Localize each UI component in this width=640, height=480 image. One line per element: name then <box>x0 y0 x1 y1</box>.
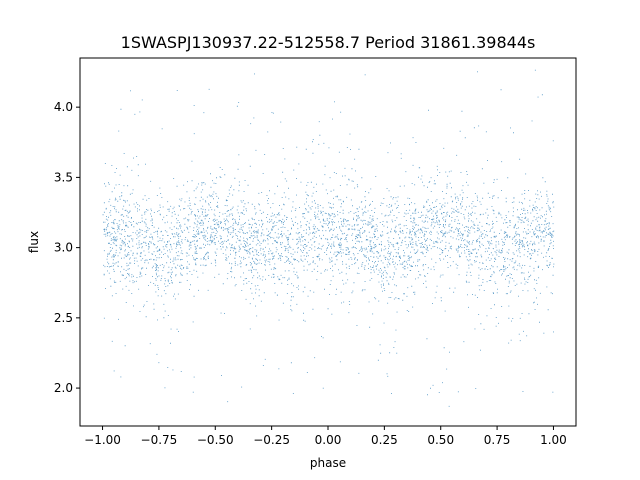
x-tick-label: 0.50 <box>427 433 454 447</box>
y-tick-label: 2.5 <box>54 311 73 325</box>
x-tick-label: −1.00 <box>84 433 121 447</box>
x-tick-label: −0.25 <box>253 433 290 447</box>
y-tick-label: 2.0 <box>54 381 73 395</box>
x-tick-label: 0.25 <box>371 433 398 447</box>
x-tick-label: 0.75 <box>484 433 511 447</box>
y-tick-label: 3.5 <box>54 170 73 184</box>
chart-title: 1SWASPJ130937.22-512558.7 Period 31861.3… <box>121 33 536 52</box>
x-tick-label: −0.50 <box>197 433 234 447</box>
y-tick-label: 4.0 <box>54 100 73 114</box>
x-axis-ticks: −1.00 −0.75 −0.50 −0.25 0.00 0.25 0.50 0.75 1.00 <box>84 426 567 447</box>
x-tick-label: 0.00 <box>315 433 342 447</box>
y-tick-label: 3.0 <box>54 241 73 255</box>
y-axis-ticks: 2.0 2.5 3.0 3.5 4.0 <box>54 100 80 395</box>
x-tick-label: −0.75 <box>141 433 178 447</box>
y-axis-label: flux <box>27 231 41 253</box>
x-axis-label: phase <box>310 456 346 470</box>
x-tick-label: 1.00 <box>540 433 567 447</box>
